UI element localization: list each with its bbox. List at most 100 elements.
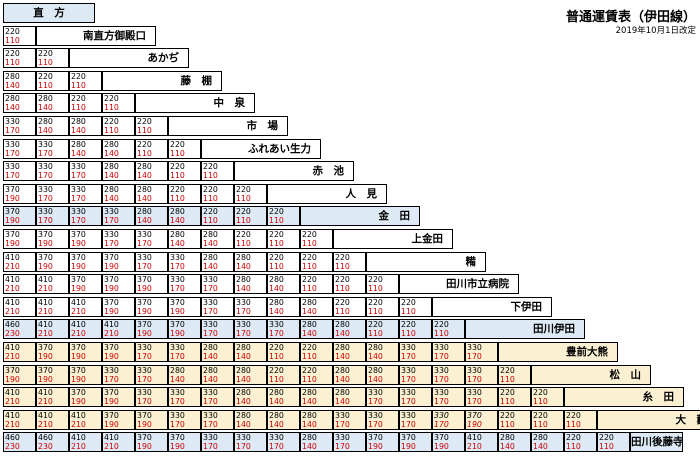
adult-fare: 330 (170, 411, 185, 420)
child-fare: 210 (5, 262, 20, 271)
child-fare: 110 (170, 171, 185, 180)
fare-cell: 370 190 (168, 432, 201, 452)
child-fare: 190 (467, 420, 482, 429)
fare-cell: 220 110 (531, 387, 564, 407)
fare-cell: 370 190 (69, 274, 102, 294)
child-fare: 140 (104, 194, 119, 203)
fare-cell: 370 190 (3, 229, 36, 249)
adult-fare: 220 (38, 72, 53, 81)
fare-cell: 410 210 (36, 387, 69, 407)
adult-fare: 410 (5, 388, 20, 397)
child-fare: 140 (302, 329, 317, 338)
fare-cell: 220 110 (234, 206, 267, 226)
adult-fare: 330 (467, 366, 482, 375)
adult-fare: 330 (269, 433, 284, 442)
adult-fare: 330 (5, 117, 20, 126)
child-fare: 170 (203, 420, 218, 429)
adult-fare: 280 (302, 388, 317, 397)
fare-cell: 280 140 (135, 206, 168, 226)
adult-fare: 330 (203, 433, 218, 442)
adult-fare: 220 (137, 140, 152, 149)
fare-cell: 370 190 (399, 432, 432, 452)
child-fare: 140 (137, 194, 152, 203)
adult-fare: 220 (302, 343, 317, 352)
child-fare: 110 (368, 307, 383, 316)
child-fare: 170 (170, 284, 185, 293)
child-fare: 170 (203, 284, 218, 293)
station-label: 田川市立病院 (399, 274, 519, 294)
child-fare: 110 (203, 194, 218, 203)
adult-fare: 330 (236, 298, 251, 307)
child-fare: 110 (302, 375, 317, 384)
fare-cell: 330 170 (234, 297, 267, 317)
fare-cell: 280 140 (498, 432, 531, 452)
fare-cell: 220 110 (300, 229, 333, 249)
child-fare: 170 (38, 171, 53, 180)
child-fare: 170 (467, 352, 482, 361)
station-label: 金 田 (300, 206, 420, 226)
fare-cell: 370 190 (69, 365, 102, 385)
adult-fare: 280 (500, 433, 515, 442)
child-fare: 170 (236, 442, 251, 451)
child-fare: 230 (38, 442, 53, 451)
adult-fare: 220 (269, 207, 284, 216)
adult-fare: 280 (236, 388, 251, 397)
fare-cell: 370 190 (135, 410, 168, 430)
fare-cell: 370 190 (69, 252, 102, 272)
child-fare: 110 (38, 58, 53, 67)
revision-date: 2019年10月1日改定 (615, 26, 696, 36)
child-fare: 140 (71, 149, 86, 158)
child-fare: 230 (5, 329, 20, 338)
fare-cell: 410 210 (36, 297, 69, 317)
fare-cell: 410 210 (36, 410, 69, 430)
adult-fare: 220 (401, 298, 416, 307)
child-fare: 170 (203, 329, 218, 338)
child-fare: 170 (467, 375, 482, 384)
adult-fare: 410 (71, 411, 86, 420)
fare-cell: 220 110 (300, 342, 333, 362)
adult-fare: 410 (5, 411, 20, 420)
fare-cell: 280 140 (3, 93, 36, 113)
adult-fare: 330 (170, 343, 185, 352)
child-fare: 140 (236, 262, 251, 271)
adult-fare: 220 (302, 275, 317, 284)
adult-fare: 220 (170, 185, 185, 194)
fare-cell: 220 110 (36, 48, 69, 68)
adult-fare: 280 (170, 230, 185, 239)
child-fare: 110 (500, 420, 515, 429)
child-fare: 110 (203, 171, 218, 180)
adult-fare: 330 (203, 411, 218, 420)
fare-cell: 280 140 (267, 297, 300, 317)
fare-cell: 370 190 (135, 432, 168, 452)
child-fare: 140 (302, 442, 317, 451)
adult-fare: 330 (104, 366, 119, 375)
child-fare: 190 (5, 239, 20, 248)
fare-cell: 370 190 (36, 229, 69, 249)
fare-cell: 220 110 (597, 432, 630, 452)
fare-cell: 220 110 (201, 206, 234, 226)
child-fare: 140 (236, 420, 251, 429)
fare-cell: 220 110 (366, 319, 399, 339)
child-fare: 140 (302, 307, 317, 316)
adult-fare: 330 (434, 388, 449, 397)
child-fare: 190 (104, 262, 119, 271)
child-fare: 170 (5, 171, 20, 180)
child-fare: 170 (401, 397, 416, 406)
adult-fare: 220 (236, 185, 251, 194)
fare-cell: 220 110 (3, 48, 36, 68)
adult-fare: 220 (170, 140, 185, 149)
fare-cell: 410 210 (36, 274, 69, 294)
child-fare: 170 (38, 194, 53, 203)
child-fare: 110 (269, 375, 284, 384)
child-fare: 140 (170, 375, 185, 384)
fare-cell: 370 190 (36, 252, 69, 272)
child-fare: 140 (368, 352, 383, 361)
child-fare: 110 (5, 58, 20, 67)
child-fare: 170 (203, 307, 218, 316)
adult-fare: 330 (368, 411, 383, 420)
adult-fare: 280 (203, 253, 218, 262)
fare-cell: 220 110 (102, 93, 135, 113)
child-fare: 110 (5, 36, 20, 45)
adult-fare: 330 (368, 388, 383, 397)
child-fare: 190 (170, 307, 185, 316)
